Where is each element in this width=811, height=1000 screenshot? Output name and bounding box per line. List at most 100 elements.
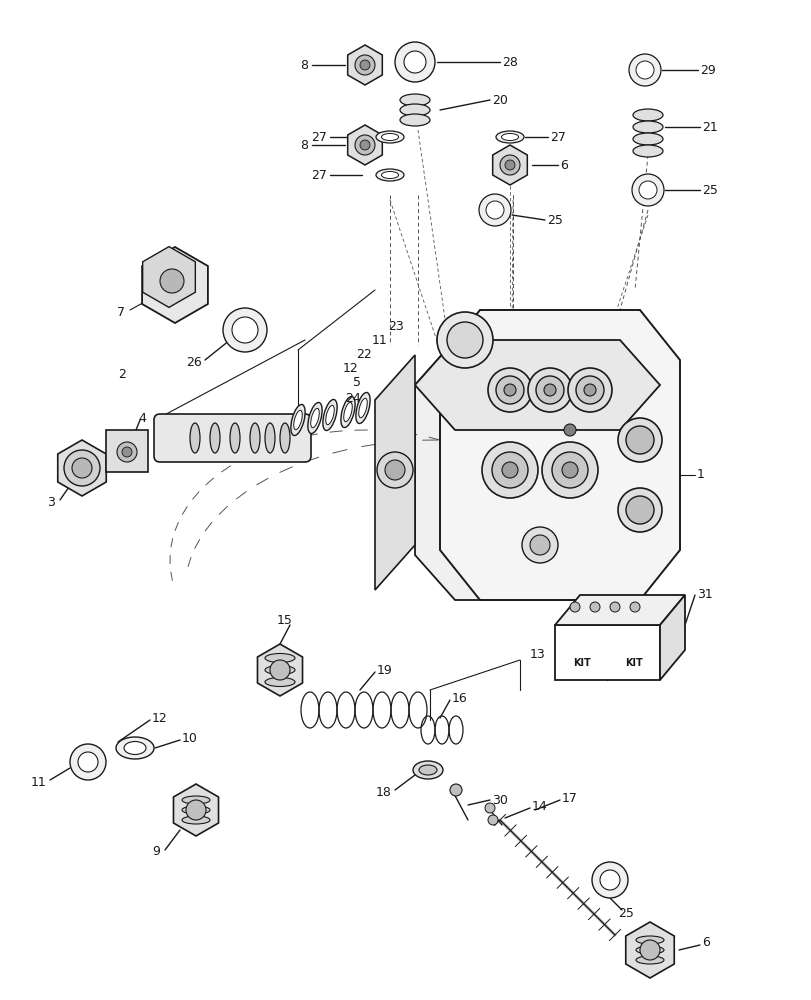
Ellipse shape	[381, 172, 398, 179]
Polygon shape	[659, 595, 684, 680]
Ellipse shape	[250, 423, 260, 453]
Circle shape	[500, 155, 519, 175]
Ellipse shape	[124, 741, 146, 754]
Text: 10: 10	[182, 731, 198, 744]
Ellipse shape	[307, 402, 322, 434]
Circle shape	[354, 55, 375, 75]
Ellipse shape	[633, 133, 663, 145]
Circle shape	[521, 527, 557, 563]
Text: 1: 1	[696, 468, 704, 482]
FancyBboxPatch shape	[106, 430, 148, 472]
Polygon shape	[554, 625, 659, 680]
Polygon shape	[58, 440, 106, 496]
Circle shape	[543, 384, 556, 396]
Circle shape	[575, 376, 603, 404]
Ellipse shape	[375, 169, 404, 181]
Text: 31: 31	[696, 588, 712, 601]
Text: 8: 8	[299, 59, 307, 72]
Circle shape	[482, 442, 538, 498]
Circle shape	[394, 42, 435, 82]
Text: 28: 28	[501, 56, 517, 69]
Circle shape	[478, 194, 510, 226]
Circle shape	[491, 452, 527, 488]
Circle shape	[629, 602, 639, 612]
Circle shape	[359, 60, 370, 70]
Circle shape	[561, 462, 577, 478]
Circle shape	[122, 447, 132, 457]
Ellipse shape	[413, 761, 443, 779]
Polygon shape	[414, 340, 659, 600]
Circle shape	[436, 312, 492, 368]
Circle shape	[527, 368, 571, 412]
Circle shape	[541, 442, 597, 498]
Ellipse shape	[501, 134, 518, 141]
Polygon shape	[554, 595, 684, 625]
Circle shape	[617, 488, 661, 532]
Text: 24: 24	[345, 391, 360, 404]
Text: 11: 11	[371, 334, 388, 347]
Circle shape	[617, 418, 661, 462]
Circle shape	[384, 460, 405, 480]
Ellipse shape	[355, 392, 370, 424]
Circle shape	[486, 201, 504, 219]
Polygon shape	[347, 45, 382, 85]
Text: KIT: KIT	[573, 658, 590, 668]
Polygon shape	[375, 355, 414, 590]
Text: 21: 21	[702, 121, 717, 134]
FancyBboxPatch shape	[154, 414, 311, 462]
Circle shape	[639, 940, 659, 960]
Ellipse shape	[230, 423, 240, 453]
Ellipse shape	[190, 423, 200, 453]
Ellipse shape	[633, 145, 663, 157]
Ellipse shape	[633, 109, 663, 121]
Circle shape	[583, 384, 595, 396]
Text: 30: 30	[491, 793, 507, 806]
Circle shape	[376, 452, 413, 488]
Ellipse shape	[358, 398, 367, 418]
Text: 4: 4	[138, 412, 146, 424]
Text: 29: 29	[699, 64, 714, 77]
Ellipse shape	[264, 654, 294, 662]
Ellipse shape	[294, 410, 302, 430]
Circle shape	[569, 602, 579, 612]
Ellipse shape	[343, 402, 352, 422]
Text: 26: 26	[186, 356, 202, 368]
Text: 25: 25	[702, 184, 717, 197]
Ellipse shape	[381, 134, 398, 141]
Ellipse shape	[290, 404, 305, 436]
Ellipse shape	[375, 131, 404, 143]
Text: 13: 13	[530, 648, 545, 662]
Ellipse shape	[635, 946, 663, 954]
Circle shape	[591, 862, 627, 898]
Text: 22: 22	[355, 349, 371, 361]
Circle shape	[270, 660, 290, 680]
Text: 18: 18	[375, 786, 392, 798]
Circle shape	[446, 322, 483, 358]
Text: 25: 25	[547, 214, 562, 227]
Ellipse shape	[264, 678, 294, 686]
Text: 12: 12	[152, 711, 168, 724]
Polygon shape	[174, 784, 218, 836]
Text: 3: 3	[47, 495, 55, 508]
Circle shape	[631, 174, 663, 206]
Ellipse shape	[633, 121, 663, 133]
Text: 17: 17	[561, 791, 577, 804]
Ellipse shape	[635, 956, 663, 964]
Circle shape	[535, 376, 564, 404]
Circle shape	[635, 61, 653, 79]
Circle shape	[186, 800, 206, 820]
Polygon shape	[440, 310, 679, 600]
Polygon shape	[492, 145, 526, 185]
Circle shape	[551, 452, 587, 488]
Text: 14: 14	[531, 799, 547, 812]
Circle shape	[232, 317, 258, 343]
Text: 6: 6	[702, 936, 709, 949]
Text: 6: 6	[560, 159, 567, 172]
Circle shape	[625, 496, 653, 524]
Circle shape	[599, 870, 620, 890]
Ellipse shape	[182, 796, 210, 804]
Circle shape	[568, 368, 611, 412]
Circle shape	[78, 752, 98, 772]
Ellipse shape	[325, 405, 334, 425]
Circle shape	[638, 181, 656, 199]
